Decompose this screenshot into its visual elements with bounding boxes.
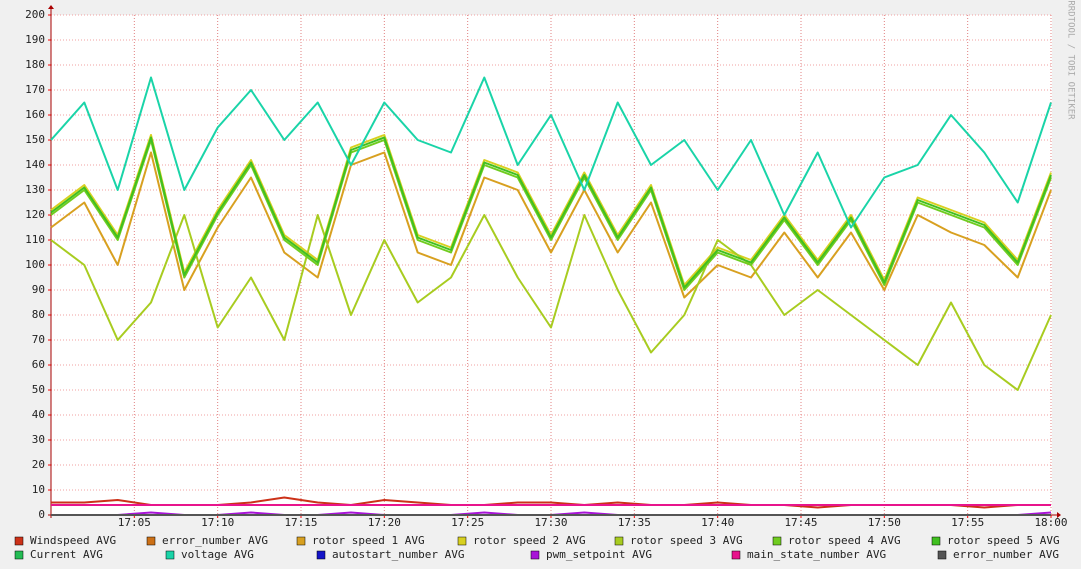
legend-swatch: [772, 536, 782, 546]
legend-label: rotor speed 5 AVG: [947, 534, 1060, 547]
series-line: [50, 214, 1052, 391]
legend-label: pwm_setpoint AVG: [546, 548, 652, 561]
legend-swatch: [14, 550, 24, 560]
x-tick-label: 17:40: [701, 516, 734, 529]
legend-label: rotor speed 2 AVG: [473, 534, 586, 547]
legend-swatch: [530, 550, 540, 560]
y-tick-label: 10: [32, 483, 45, 496]
y-tick-label: 180: [25, 58, 45, 71]
y-tick-label: 130: [25, 183, 45, 196]
legend-swatch: [14, 536, 24, 546]
x-tick-label: 17:35: [618, 516, 651, 529]
y-tick-label: 60: [32, 358, 45, 371]
y-tick-label: 120: [25, 208, 45, 221]
y-tick-label: 190: [25, 33, 45, 46]
series-line: [50, 151, 1052, 299]
axis-arrow: [48, 5, 54, 9]
x-tick-label: 17:50: [868, 516, 901, 529]
legend-swatch: [296, 536, 306, 546]
legend-swatch: [937, 550, 947, 560]
x-tick-label: 17:15: [284, 516, 317, 529]
y-tick-label: 140: [25, 158, 45, 171]
y-tick-label: 160: [25, 108, 45, 121]
legend-label: voltage AVG: [181, 548, 254, 561]
series-line: [50, 139, 1052, 291]
axis-arrow: [1057, 512, 1061, 518]
x-tick-label: 18:00: [1034, 516, 1067, 529]
legend-label: rotor speed 3 AVG: [630, 534, 743, 547]
x-tick-label: 17:55: [951, 516, 984, 529]
y-tick-label: 50: [32, 383, 45, 396]
legend-swatch: [165, 550, 175, 560]
legend-label: rotor speed 4 AVG: [788, 534, 901, 547]
x-tick-label: 17:25: [451, 516, 484, 529]
y-tick-label: 80: [32, 308, 45, 321]
y-tick-label: 100: [25, 258, 45, 271]
y-tick-label: 170: [25, 83, 45, 96]
series-line: [50, 76, 1052, 229]
x-tick-label: 17:45: [784, 516, 817, 529]
legend-label: main_state_number AVG: [747, 548, 886, 561]
y-tick-label: 90: [32, 283, 45, 296]
y-tick-label: 40: [32, 408, 45, 421]
x-tick-label: 17:20: [368, 516, 401, 529]
y-tick-label: 30: [32, 433, 45, 446]
legend-label: error_number AVG: [953, 548, 1059, 561]
legend-swatch: [316, 550, 326, 560]
series-line: [50, 136, 1052, 289]
x-tick-label: 17:05: [118, 516, 151, 529]
legend-swatch: [931, 536, 941, 546]
legend-label: rotor speed 1 AVG: [312, 534, 425, 547]
y-tick-label: 150: [25, 133, 45, 146]
legend-swatch: [146, 536, 156, 546]
legend-label: autostart_number AVG: [332, 548, 464, 561]
legend-swatch: [457, 536, 467, 546]
y-tick-label: 70: [32, 333, 45, 346]
legend-swatch: [731, 550, 741, 560]
x-tick-label: 17:10: [201, 516, 234, 529]
y-tick-label: 110: [25, 233, 45, 246]
y-tick-label: 200: [25, 8, 45, 21]
legend-label: Current AVG: [30, 548, 103, 561]
legend-label: error_number AVG: [162, 534, 268, 547]
y-tick-label: 20: [32, 458, 45, 471]
x-tick-label: 17:30: [534, 516, 567, 529]
legend-label: Windspeed AVG: [30, 534, 116, 547]
credit: RRDTOOL / TOBI OETIKER: [1066, 0, 1076, 120]
legend-swatch: [614, 536, 624, 546]
y-tick-label: 0: [38, 508, 45, 521]
